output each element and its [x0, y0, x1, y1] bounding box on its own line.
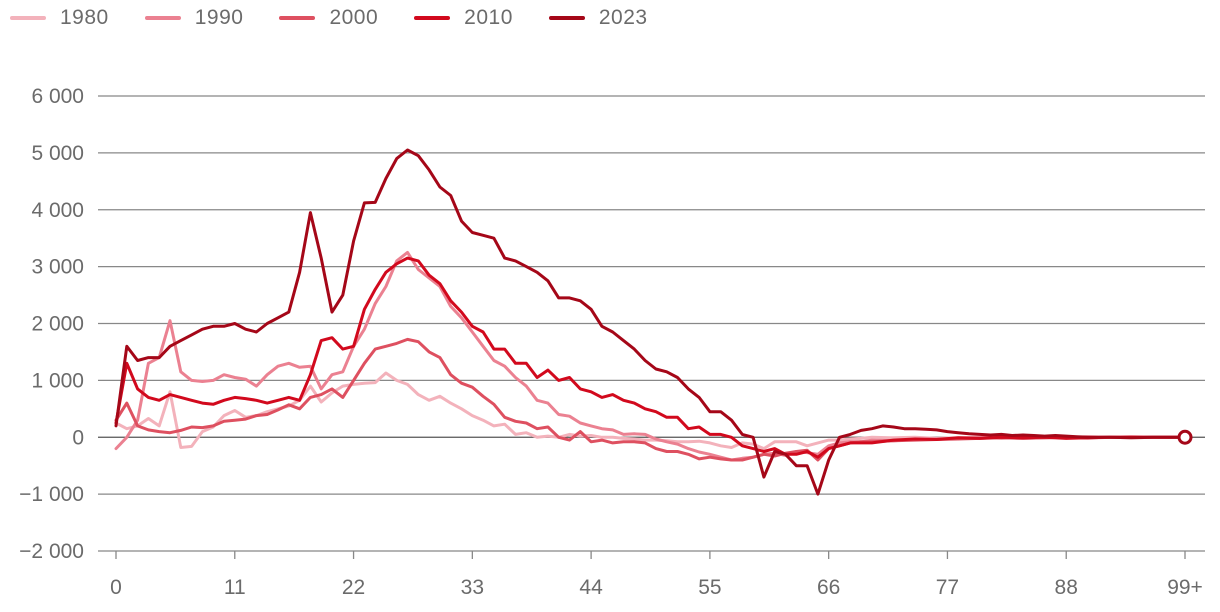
legend-item-2023: 2023	[548, 6, 648, 30]
series-line-2023	[114, 148, 1187, 496]
x-tick-label: 0	[110, 576, 122, 599]
y-tick-label: 3 000	[31, 256, 84, 279]
y-tick-label: −1 000	[19, 483, 84, 506]
series-end-marker	[1177, 429, 1193, 445]
x-tick-label: 22	[342, 576, 365, 599]
y-tick-label: 1 000	[31, 369, 84, 392]
x-tick-label: 66	[817, 576, 840, 599]
legend-item-1990: 1990	[144, 6, 244, 30]
legend-item-2010: 2010	[414, 6, 513, 30]
legend-swatch	[279, 16, 316, 20]
legend-swatch	[10, 16, 46, 20]
x-tick-label: 55	[698, 576, 721, 599]
series-line-1990	[114, 250, 1187, 462]
series-line-1980	[114, 371, 1187, 451]
y-tick-label: 0	[72, 426, 84, 449]
series-line-2010	[114, 256, 1187, 459]
legend-label: 2000	[329, 6, 379, 29]
y-tick-label: 2 000	[31, 313, 84, 336]
legend-item-2000: 2000	[279, 6, 378, 30]
x-tick-label: 77	[936, 576, 959, 599]
legend: 1980 1990 2000 2010 2023	[10, 4, 684, 32]
x-tick-label: 44	[579, 576, 603, 599]
y-tick-label: 6 000	[31, 85, 84, 108]
y-tick-label: 5 000	[31, 142, 84, 165]
legend-swatch	[414, 16, 451, 20]
legend-label: 1990	[194, 6, 244, 29]
x-tick-label: 33	[461, 576, 484, 599]
y-tick-label: 4 000	[31, 199, 84, 222]
legend-swatch	[548, 16, 585, 20]
legend-label: 2023	[598, 6, 648, 29]
legend-label: 2010	[464, 6, 513, 29]
legend-item-1980: 1980	[10, 6, 109, 30]
x-tick-label: 99+	[1167, 576, 1203, 599]
x-tick-label: 88	[1055, 576, 1078, 599]
legend-label: 1980	[60, 6, 109, 29]
y-tick-label: −2 000	[19, 540, 84, 563]
legend-swatch	[144, 16, 181, 20]
x-tick-label: 11	[224, 576, 246, 599]
